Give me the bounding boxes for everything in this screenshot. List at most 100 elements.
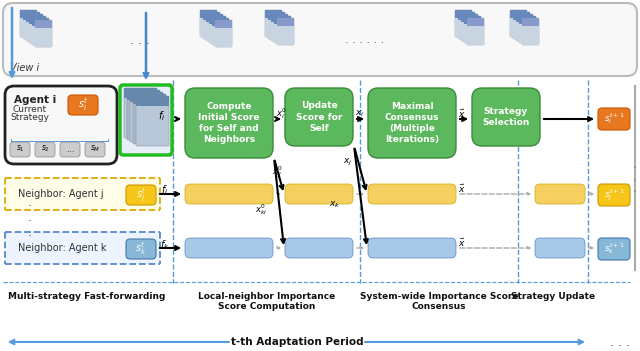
FancyBboxPatch shape	[60, 142, 80, 157]
Bar	[522, 18, 539, 26]
Bar	[136, 96, 169, 106]
FancyBboxPatch shape	[535, 238, 585, 258]
Bar	[467, 26, 484, 45]
Text: Neighbor: Agent j: Neighbor: Agent j	[18, 189, 104, 199]
Bar	[26, 14, 43, 22]
Text: $\ldots$: $\ldots$	[66, 145, 74, 153]
Bar	[519, 16, 536, 24]
FancyBboxPatch shape	[285, 238, 353, 258]
Bar	[23, 20, 40, 39]
Bar	[268, 20, 285, 39]
Text: . . . . . .: . . . . . .	[346, 35, 385, 45]
Bar	[203, 20, 220, 39]
FancyBboxPatch shape	[285, 184, 353, 204]
FancyBboxPatch shape	[598, 184, 630, 206]
Bar	[206, 22, 223, 41]
FancyBboxPatch shape	[5, 232, 160, 264]
FancyBboxPatch shape	[29, 16, 46, 43]
FancyBboxPatch shape	[130, 92, 163, 142]
Text: System-wide Importance Score
Consensus: System-wide Importance Score Consensus	[360, 292, 518, 311]
FancyBboxPatch shape	[68, 95, 98, 115]
Bar	[20, 10, 37, 18]
Bar	[461, 22, 478, 41]
Text: $s_j^t$: $s_j^t$	[136, 186, 146, 204]
Text: $s_M$: $s_M$	[90, 144, 100, 154]
Text: $\vec{x}$: $\vec{x}$	[458, 108, 466, 120]
FancyBboxPatch shape	[23, 12, 40, 39]
Bar	[513, 20, 530, 39]
Text: Strategy
Selection: Strategy Selection	[483, 107, 530, 127]
FancyBboxPatch shape	[285, 88, 353, 146]
Text: $s_i^t$: $s_i^t$	[78, 97, 88, 113]
Bar	[464, 24, 481, 43]
FancyBboxPatch shape	[467, 18, 484, 45]
Bar	[130, 92, 163, 102]
Text: Multi-strategy Fast-forwarding: Multi-strategy Fast-forwarding	[8, 292, 166, 301]
Bar	[209, 16, 226, 24]
Bar	[265, 18, 282, 37]
Bar	[20, 18, 37, 37]
Bar	[32, 26, 49, 45]
Text: Update
Score for
Self: Update Score for Self	[296, 101, 342, 133]
Bar	[32, 18, 49, 26]
FancyBboxPatch shape	[510, 10, 527, 37]
FancyBboxPatch shape	[85, 142, 105, 157]
FancyBboxPatch shape	[35, 142, 55, 157]
FancyBboxPatch shape	[598, 238, 630, 260]
FancyBboxPatch shape	[368, 238, 456, 258]
Text: ·
·
·: · · ·	[633, 164, 637, 197]
FancyBboxPatch shape	[136, 96, 169, 146]
Bar	[513, 12, 530, 20]
Bar	[35, 20, 52, 28]
FancyBboxPatch shape	[10, 142, 30, 157]
Bar	[464, 16, 481, 24]
Text: $x_j$: $x_j$	[342, 157, 352, 167]
Bar	[29, 24, 46, 43]
FancyBboxPatch shape	[126, 239, 156, 259]
Bar	[212, 18, 229, 26]
FancyBboxPatch shape	[472, 88, 540, 146]
Bar	[271, 14, 288, 22]
FancyBboxPatch shape	[127, 90, 160, 140]
FancyBboxPatch shape	[124, 88, 157, 138]
FancyBboxPatch shape	[461, 14, 478, 41]
Text: $x_i$: $x_i$	[355, 109, 364, 119]
FancyBboxPatch shape	[513, 12, 530, 39]
FancyBboxPatch shape	[209, 16, 226, 43]
FancyBboxPatch shape	[458, 12, 475, 39]
FancyBboxPatch shape	[368, 88, 456, 158]
Text: Current: Current	[13, 105, 47, 114]
Bar	[206, 14, 223, 22]
FancyBboxPatch shape	[5, 86, 117, 164]
Bar	[200, 10, 217, 18]
Text: $s_k^t$: $s_k^t$	[136, 240, 147, 257]
Text: $\vec{x}$: $\vec{x}$	[458, 237, 466, 249]
FancyBboxPatch shape	[215, 20, 232, 47]
Bar	[268, 12, 285, 20]
FancyBboxPatch shape	[203, 12, 220, 39]
Text: $\vec{x}$: $\vec{x}$	[458, 183, 466, 195]
FancyBboxPatch shape	[126, 185, 156, 205]
FancyBboxPatch shape	[3, 3, 637, 76]
FancyBboxPatch shape	[516, 14, 533, 41]
Bar	[455, 10, 472, 18]
FancyBboxPatch shape	[5, 178, 160, 210]
FancyBboxPatch shape	[120, 85, 172, 155]
FancyBboxPatch shape	[598, 108, 630, 130]
Text: $f_k$: $f_k$	[160, 238, 170, 252]
Text: Agent i: Agent i	[14, 95, 56, 105]
Bar	[133, 94, 166, 104]
Text: Local-neighbor Importance
Score Computation: Local-neighbor Importance Score Computat…	[198, 292, 335, 311]
Text: Maximal
Consensus
(Multiple
Iterations): Maximal Consensus (Multiple Iterations)	[385, 102, 439, 144]
Text: $x_i^0$: $x_i^0$	[276, 107, 287, 121]
Bar	[461, 14, 478, 22]
Bar	[215, 20, 232, 28]
Bar	[29, 16, 46, 24]
Bar	[277, 18, 294, 26]
Text: $s_i^{t+1}$: $s_i^{t+1}$	[604, 112, 625, 126]
FancyBboxPatch shape	[185, 238, 273, 258]
FancyBboxPatch shape	[535, 184, 585, 204]
Bar	[209, 24, 226, 43]
Text: $f_j$: $f_j$	[161, 184, 169, 198]
Bar	[124, 88, 157, 98]
